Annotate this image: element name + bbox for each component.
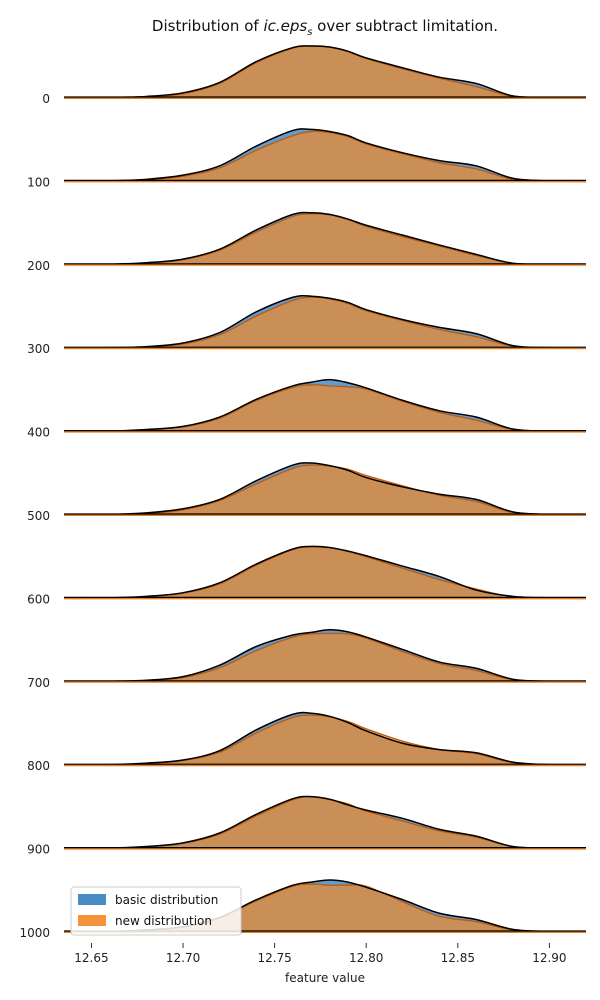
basic-distribution-line — [73, 378, 587, 433]
new-distribution-area — [64, 213, 586, 265]
chart-title: Distribution of ic.epss over subtract li… — [152, 17, 498, 38]
x-tick-label: 12.65 — [74, 951, 108, 965]
new-distribution-line — [73, 130, 587, 183]
y-tick-label: 700 — [27, 676, 50, 690]
y-tick-label: 600 — [27, 592, 50, 606]
basic-distribution-line — [73, 711, 587, 766]
legend-swatch — [78, 915, 106, 926]
ridge-600: 600 — [27, 545, 587, 606]
basic-distribution-line — [73, 795, 587, 850]
y-tick-label: 100 — [27, 175, 50, 189]
y-tick-label: 1000 — [19, 926, 50, 940]
new-distribution-area — [64, 464, 586, 515]
x-tick-label: 12.70 — [166, 951, 200, 965]
new-distribution-area — [64, 131, 586, 182]
x-tick-label: 12.85 — [441, 951, 475, 965]
basic-distribution-line — [73, 629, 587, 683]
ridge-300: 300 — [27, 294, 587, 356]
ridge-400: 400 — [27, 378, 587, 440]
legend-swatch — [78, 894, 106, 905]
new-distribution-area — [64, 796, 586, 849]
new-distribution-area — [64, 884, 586, 932]
new-distribution-area — [64, 633, 586, 682]
ridge-200: 200 — [27, 211, 587, 273]
y-tick-label: 400 — [27, 426, 50, 440]
new-distribution-area — [64, 384, 586, 432]
new-distribution-line — [73, 632, 587, 683]
x-axis: 12.65 12.70 12.75 12.80 12.85 12.90 — [74, 943, 567, 965]
ridges-group: 0 100 200 300 400 500 600 700 800 900 1000 — [19, 45, 587, 940]
ridge-800: 800 — [27, 711, 587, 773]
x-tick-label: 12.90 — [532, 951, 566, 965]
legend-frame — [70, 886, 242, 936]
basic-distribution-line — [73, 462, 587, 516]
x-axis-label: feature value — [285, 971, 365, 985]
new-distribution-area — [64, 45, 586, 99]
legend-label: new distribution — [115, 914, 212, 928]
legend-label: basic distribution — [115, 893, 218, 907]
legend: basic distribution new distribution — [70, 886, 242, 936]
new-distribution-area — [64, 715, 586, 766]
x-tick-label: 12.75 — [257, 951, 291, 965]
y-tick-label: 500 — [27, 509, 50, 523]
y-tick-label: 0 — [42, 92, 50, 106]
y-tick-label: 300 — [27, 342, 50, 356]
basic-distribution-line — [73, 294, 587, 349]
y-tick-label: 900 — [27, 843, 50, 857]
new-distribution-area — [64, 297, 586, 349]
ridge-500: 500 — [27, 462, 587, 523]
basic-distribution-line — [73, 545, 587, 600]
ridge-900: 900 — [27, 795, 587, 857]
y-tick-label: 200 — [27, 259, 50, 273]
x-tick-label: 12.80 — [349, 951, 383, 965]
y-tick-label: 800 — [27, 759, 50, 773]
ridge-700: 700 — [27, 629, 587, 690]
ridge-0: 0 — [42, 45, 587, 106]
ridge-100: 100 — [27, 128, 587, 189]
basic-distribution-line — [73, 128, 587, 183]
basic-distribution-line — [73, 45, 587, 99]
new-distribution-area — [64, 546, 586, 599]
basic-distribution-line — [73, 211, 587, 266]
